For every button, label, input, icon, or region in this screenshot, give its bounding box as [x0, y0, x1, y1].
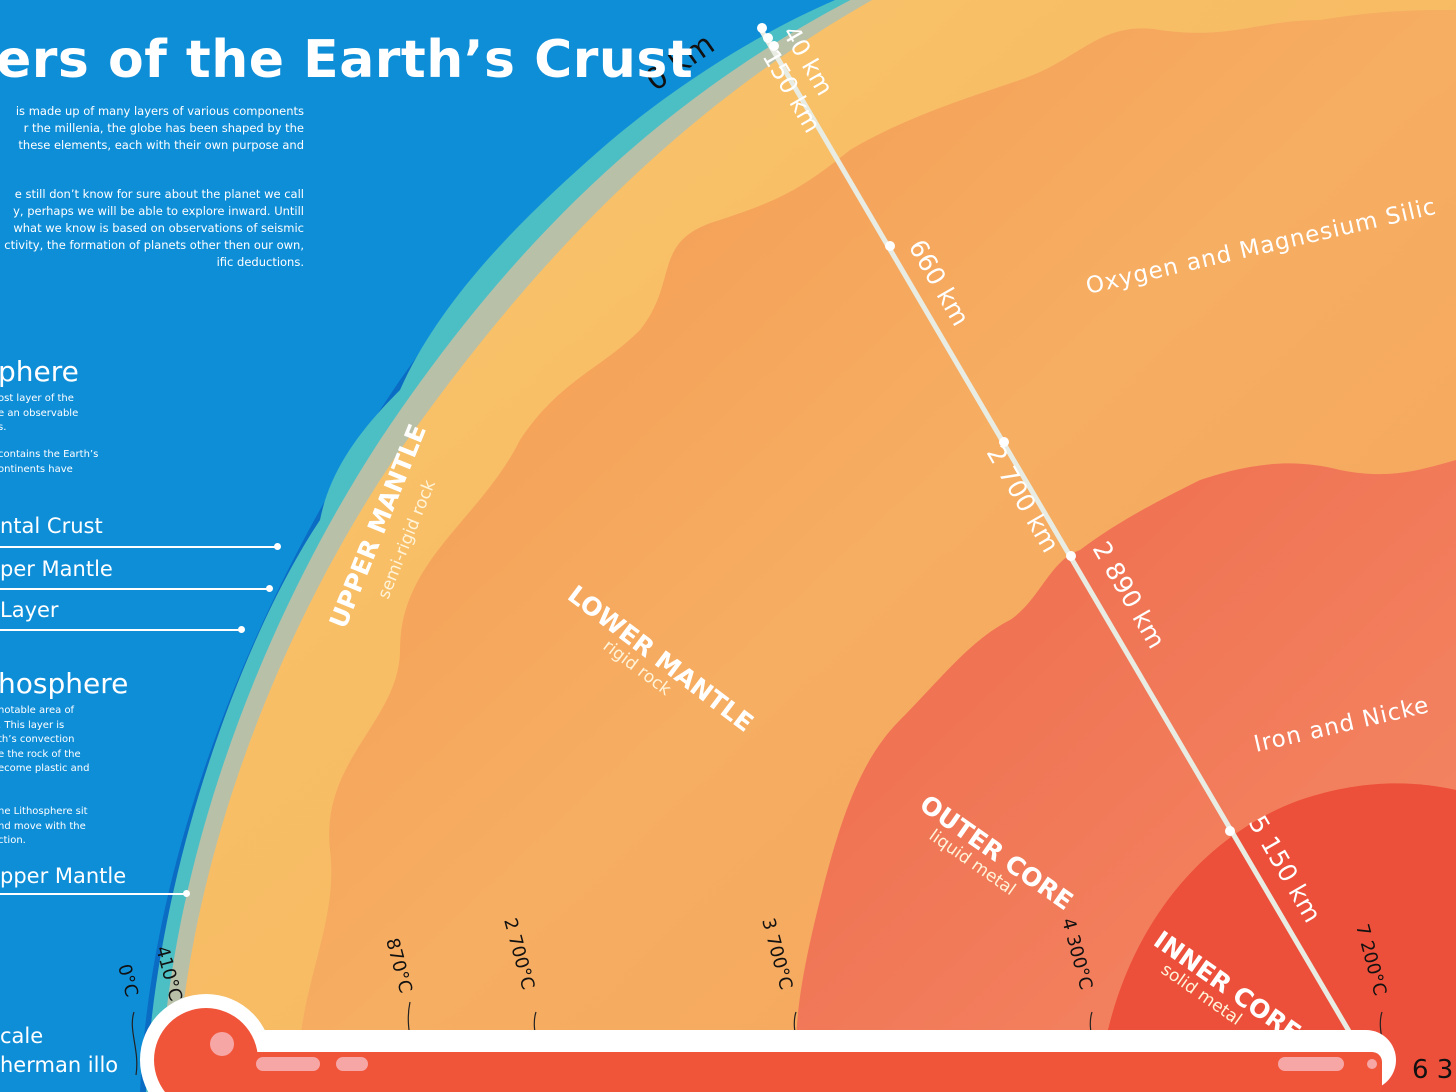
depth-label-end: 6 3	[1412, 1055, 1453, 1085]
side-line: th’s convection	[0, 734, 75, 745]
side-line: ontinents have	[0, 463, 73, 475]
lithosphere-text-2: contains the Earth’s ontinents have	[0, 448, 98, 477]
pointer-layer	[0, 629, 240, 631]
intro-line: these elements, each with their own purp…	[18, 138, 304, 152]
depth-marker-40km	[763, 33, 773, 43]
side-line: e an observable	[0, 407, 79, 419]
depth-marker-660km	[885, 241, 895, 251]
pointer-dot	[274, 543, 281, 550]
label-astheno-upper-mantle: pper Mantle	[0, 864, 127, 888]
credit-line-1: cale	[0, 1024, 44, 1048]
side-line: s.	[0, 422, 7, 433]
label-layer: Layer	[0, 598, 59, 622]
intro-paragraph-1: is made up of many layers of various com…	[16, 103, 304, 154]
inner-core-layer	[1098, 783, 1456, 1092]
label-continental-crust: ntal Crust	[0, 514, 103, 538]
pointer-dot	[266, 585, 273, 592]
intro-line: ctivity, the formation of planets other …	[4, 238, 304, 252]
depth-marker-2890km	[1066, 551, 1076, 561]
depth-marker-2700km	[999, 437, 1009, 447]
intro-line: what we know is based on observations of…	[13, 221, 304, 235]
intro-line: e still don’t know for sure about the pl…	[14, 187, 304, 201]
side-line: contains the Earth’s	[0, 449, 99, 460]
side-line: e the rock of the	[0, 748, 81, 760]
intro-line: r the millenia, the globe has been shape…	[23, 121, 304, 135]
side-line: nd move with the	[0, 820, 86, 832]
pointer-upper-mantle	[0, 588, 268, 590]
page-title: ers of the Earth’s Crust	[0, 30, 694, 90]
side-line: ction.	[0, 835, 26, 846]
side-line: he Lithosphere sit	[0, 806, 88, 817]
pointer-dot	[238, 626, 245, 633]
credit-line-2: herman illo	[0, 1053, 119, 1077]
depth-line	[757, 26, 1363, 1052]
asthenosphere-text-2: he Lithosphere sit nd move with the ctio…	[0, 805, 88, 849]
intro-line: is made up of many layers of various com…	[15, 104, 304, 118]
depth-marker-5150km	[1225, 826, 1235, 836]
temp-leader-0c	[131, 1011, 138, 1076]
asthenosphere-text-1: notable area of . This layer is th’s con…	[0, 704, 90, 777]
asthenosphere-heading: hosphere	[0, 667, 129, 700]
temp-label-0c: 0°C	[113, 962, 142, 999]
side-line: ecome plastic and	[0, 763, 90, 774]
intro-line: y, perhaps we will be able to explore in…	[13, 204, 304, 218]
pointer-astheno-upper-mantle	[0, 893, 186, 895]
thermometer	[140, 994, 1396, 1092]
lithosphere-heading: phere	[0, 355, 79, 388]
side-line: . This layer is	[0, 719, 65, 731]
depth-marker-0km	[757, 23, 767, 33]
pointer-continental-crust	[0, 546, 276, 548]
label-upper-mantle: per Mantle	[0, 557, 113, 581]
intro-line: ific deductions.	[216, 255, 304, 269]
side-line: notable area of	[0, 705, 75, 716]
depth-marker-150km	[769, 41, 779, 51]
side-line: ost layer of the	[0, 393, 74, 404]
intro-paragraph-2: e still don’t know for sure about the pl…	[4, 186, 304, 271]
pointer-dot	[183, 890, 190, 897]
lithosphere-text-1: ost layer of the e an observable s.	[0, 392, 78, 436]
